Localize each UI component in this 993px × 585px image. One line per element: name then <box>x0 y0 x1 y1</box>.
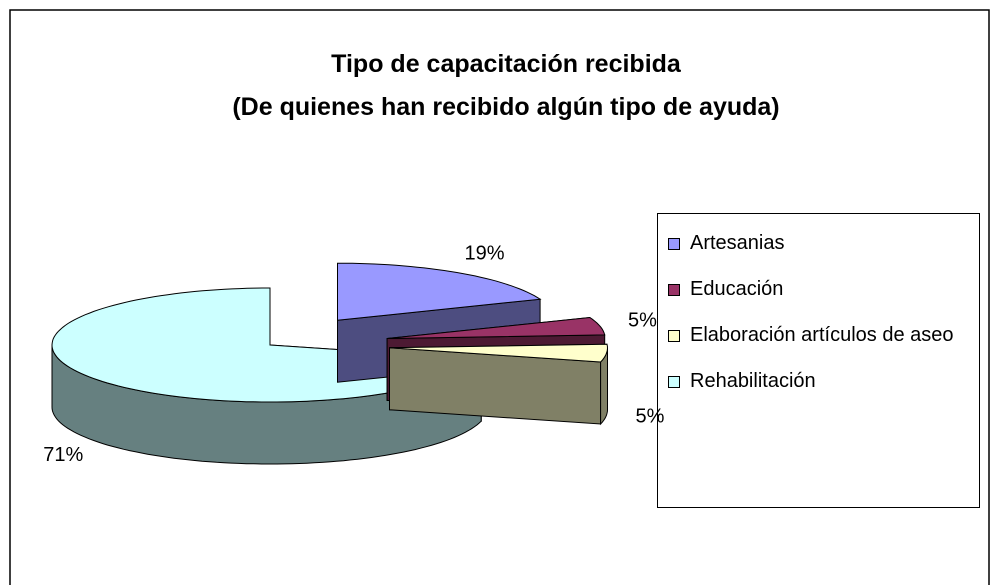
slice <box>387 316 606 339</box>
legend-item: Elaboración artículos de aseo <box>668 320 971 350</box>
legend-item: Educación <box>668 274 971 304</box>
slice <box>337 262 542 321</box>
legend-label: Educación <box>690 278 784 300</box>
legend-label: Artesanias <box>690 232 785 254</box>
legend: Artesanias Educación Elaboración artículos… <box>657 213 980 508</box>
legend-swatch <box>668 330 680 342</box>
chart-title: Tipo de capacitación recibida <box>331 50 682 78</box>
legend-item: Rehabilitación <box>668 366 971 396</box>
data-label: 19% <box>464 242 504 264</box>
legend-swatch <box>668 376 680 388</box>
legend-label: Elaboración artículos de aseo <box>690 324 954 346</box>
legend-item: Artesanias <box>668 228 971 258</box>
slice <box>389 343 609 363</box>
legend-swatch <box>668 284 680 296</box>
legend-swatch <box>668 238 680 250</box>
data-label: 71% <box>43 444 83 466</box>
data-label: 5% <box>628 309 657 331</box>
chart-subtitle: (De quienes han recibido algún tipo de a… <box>232 93 779 121</box>
legend-label: Rehabilitación <box>690 370 816 392</box>
